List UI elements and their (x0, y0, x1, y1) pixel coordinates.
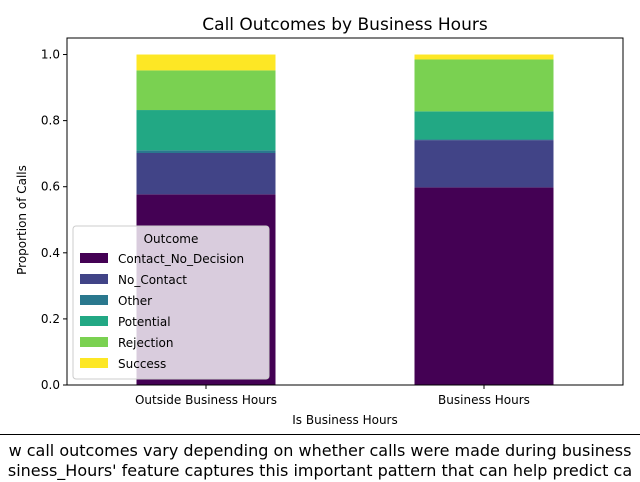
caption-divider (0, 434, 640, 435)
legend-title: Outcome (144, 232, 199, 246)
bar-other-0 (136, 150, 276, 154)
legend-swatch (80, 316, 108, 326)
legend-swatch (80, 358, 108, 368)
caption-line-2: siness_Hours' feature captures this impo… (0, 460, 640, 482)
axes-group: Outside Business Hours Business Hours 0.0 0… (41, 37, 624, 407)
bar-potential-0 (136, 110, 276, 151)
legend-swatch (80, 337, 108, 347)
legend-swatch (80, 253, 108, 263)
legend-swatch (80, 274, 108, 284)
bar-no-contact-1 (414, 140, 554, 188)
legend-label: No_Contact (118, 273, 187, 287)
caption-text-1: w call outcomes vary depending on whethe… (8, 441, 632, 460)
y-tick-label: 0.0 (41, 378, 60, 392)
legend-label: Success (118, 357, 166, 371)
bar-potential-1 (414, 111, 554, 140)
bar-no-contact-0 (136, 153, 276, 195)
legend-label: Other (118, 294, 152, 308)
x-axis-label: Is Business Hours (292, 413, 398, 427)
legend-label: Contact_No_Decision (118, 252, 244, 266)
y-axis-label: Proportion of Calls (15, 165, 29, 275)
bar-rejection-0 (136, 70, 276, 111)
legend: Outcome Contact_No_Decision No_Contact Othe… (72, 225, 270, 380)
y-tick-label: 1.0 (41, 48, 60, 62)
bar-rejection-1 (414, 59, 554, 112)
legend-box (72, 225, 270, 380)
stacked-bar-chart: Call Outcomes by Business Hours Outside … (15, 15, 624, 427)
bar-success-0 (136, 54, 276, 71)
bar-other-1 (414, 139, 554, 141)
bar-success-1 (414, 54, 554, 60)
legend-label: Rejection (118, 336, 173, 350)
bar-contact-no-decision-1 (414, 187, 554, 385)
x-tick-label: Outside Business Hours (135, 393, 277, 407)
caption-text-2: siness_Hours' feature captures this impo… (7, 461, 633, 480)
legend-swatch (80, 295, 108, 305)
y-tick-label: 0.2 (41, 312, 60, 326)
y-tick-label: 0.8 (41, 114, 60, 128)
x-tick-label: Business Hours (438, 393, 530, 407)
caption-line-1: w call outcomes vary depending on whethe… (0, 440, 640, 462)
plot-frame (66, 37, 624, 386)
chart-title: Call Outcomes by Business Hours (202, 15, 488, 35)
legend-label: Potential (118, 315, 171, 329)
y-tick-label: 0.6 (41, 180, 60, 194)
y-tick-label: 0.4 (41, 246, 60, 260)
